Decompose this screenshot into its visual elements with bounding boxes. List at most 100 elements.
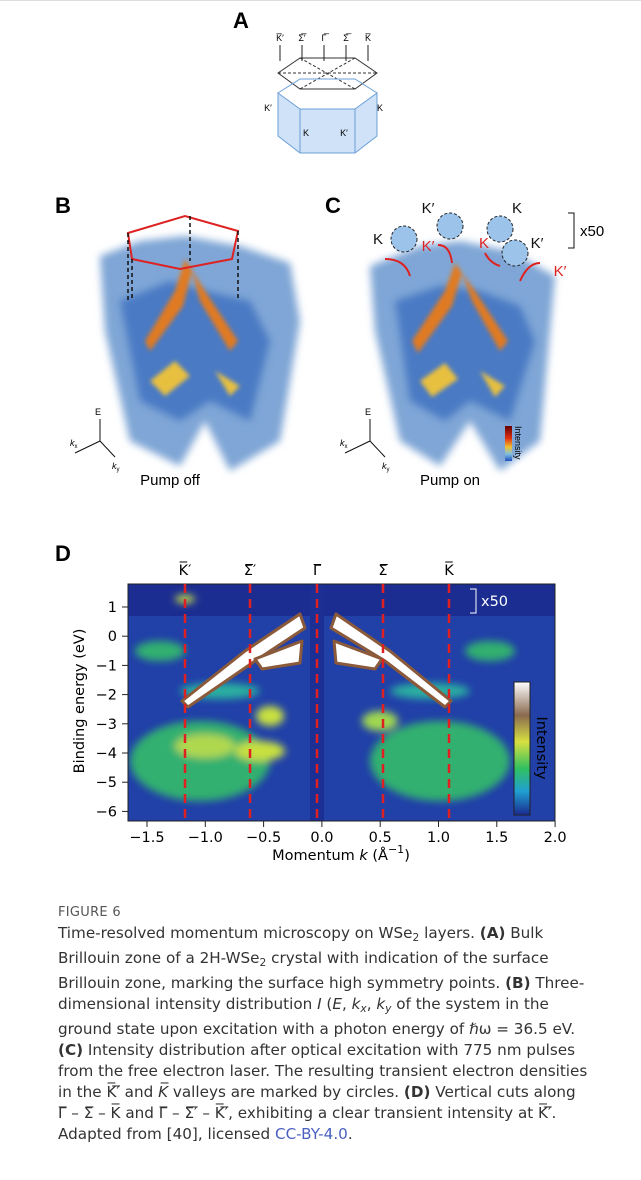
point-label: K′ [264,103,272,113]
y-tick-label: −4 [96,746,117,762]
y-tick-label: −1 [96,658,117,674]
valley-circle [391,226,417,252]
intensity-core [395,286,535,421]
label-part: (Å [368,847,388,864]
symmetry-label: Σ̅ [378,563,388,579]
axis-label: E [365,407,371,417]
x-tick-label: −1.0 [188,830,223,846]
scale-label: x50 [580,223,604,240]
valley-label: K′ [422,238,435,255]
axis-label: ky [382,461,390,473]
page: A K̅′Σ̅′Γ̅Σ̅K̅K′KKK′ B Pump off E kx ky … [0,0,641,1180]
y-tick-label: −3 [96,717,117,733]
point-label: K̅ [365,33,371,43]
caption-run: (D) [404,1083,431,1101]
y-tick-label: 1 [108,600,117,616]
caption-text: Time-resolved momentum microscopy on WSe… [58,923,588,1145]
x-tick-label: −0.5 [246,830,281,846]
panel-label: A [233,8,249,33]
scale-bracket [568,213,574,248]
point-label: K′ [340,128,348,138]
caption-run: valleys are marked by circles. [168,1083,404,1101]
axis-label: kx [340,438,348,450]
colorbar-label: Intensity [533,716,549,780]
prism [278,93,377,153]
symmetry-label: K̅′ [179,561,192,579]
valley-label: K [512,200,522,217]
y-tick-label: 0 [108,629,117,645]
valley-label: K′ [554,263,567,280]
heatmap [128,584,555,821]
valley-label: K′ [531,235,544,252]
caption-run: , [367,995,377,1013]
caption-run: (B) [505,974,530,992]
axis-label-sub: y [117,467,120,473]
symmetry-label: Σ̅′ [244,563,256,579]
axis-label: kx [70,438,78,450]
panel-d: D x50 K̅′ Σ̅′ Γ̅ Σ̅ K̅ 1 0 −1 −2 −3 −4 −5 −6 −1.5 −1.0… [55,541,567,864]
panel-label: C [325,193,341,218]
caption-run: Time-resolved momentum microscopy on WSe [58,924,413,942]
axis-label-sub: x [75,444,78,450]
colorbar [505,426,512,461]
scale-label: x50 [481,594,508,610]
point-label: Γ̅ [322,33,330,43]
x-axis-label: Momentum k (Å−1) [272,843,410,864]
caption-run: and [120,1083,158,1101]
x-tick-label: 2.0 [544,830,567,846]
panel-label: D [55,541,71,566]
y-tick-label: −2 [96,688,117,704]
point-label: Σ̅ [343,33,352,43]
panel-b: B Pump off E kx ky [55,193,300,489]
caption-run: (A) [480,924,506,942]
intensity-core [120,281,270,421]
caption-run: . [348,1125,353,1143]
point-label: K [303,128,309,138]
point-label: K̅′ [276,33,284,43]
y-axis-label: Binding energy (eV) [72,629,88,774]
symmetry-label: K̅ [444,561,454,579]
symmetry-label: Γ̅ [313,563,322,579]
caption-run: k [376,995,385,1013]
caption-run: E [332,995,342,1013]
panel-caption: Pump off [140,472,201,489]
x-tick-label: 1.0 [427,830,450,846]
valley-label: K [373,231,383,248]
axis-label: ky [112,461,120,473]
link[interactable]: CC-BY-4.0 [275,1125,348,1143]
caption-run: K̅′̅ [106,1083,119,1101]
caption-run: (C) [58,1041,83,1059]
x-tick-label: 0.0 [310,830,333,846]
colorbar [514,682,530,815]
caption-run: K̅ [158,1083,168,1101]
valley-circle [502,240,528,266]
axis-label-sub: y [387,467,390,473]
valley-circle [487,216,513,242]
point-label: K [377,103,383,113]
axis-label-sub: x [345,444,348,450]
point-label: Σ̅′ [298,33,307,43]
panel-a: A K̅′ Σ̅′ Γ̅ Σ̅ K̅ K′ K K K′ [233,8,383,153]
y-tick-label: −5 [96,775,117,791]
y-tick-label: −6 [96,804,117,820]
valley-circle [437,213,463,239]
valley-label: K [479,235,489,252]
caption-run: , [342,995,352,1013]
figure-label: FIGURE 6 [58,902,588,923]
panel-label: B [55,193,71,218]
caption: FIGURE 6 Time-resolved momentum microsco… [58,902,588,1145]
axes-glyph [75,419,115,457]
label-part: Momentum [272,848,359,864]
label-part: ) [404,848,410,864]
panel-c: C K′KK′KKK′K′ x50 Intensity Pump on E kx… [325,193,604,489]
axis-label: E [95,407,101,417]
axes-glyph [345,419,385,457]
x-tick-label: 1.5 [485,830,508,846]
colorbar-label: Intensity [513,426,523,460]
label-part: −1 [388,843,404,856]
valley-label: K′ [422,200,435,217]
caption-run: layers. [419,924,480,942]
x-tick-label: −1.5 [129,830,164,846]
caption-run: ( [322,995,333,1013]
